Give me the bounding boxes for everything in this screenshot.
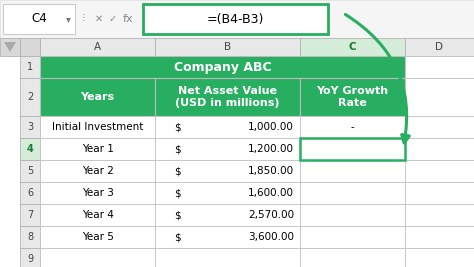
Bar [300,138,405,160]
Bar [155,38,300,56]
Text: 2: 2 [27,92,33,102]
Bar [20,226,40,248]
Polygon shape [0,38,20,56]
Text: 200.00: 200.00 [363,144,399,154]
Bar [300,182,405,204]
Text: Initial Investment: Initial Investment [52,122,143,132]
Text: Years: Years [81,92,115,102]
Bar [155,160,300,182]
Bar [20,204,40,226]
Bar [405,56,474,78]
Text: Company ABC: Company ABC [173,61,271,73]
Bar [155,182,300,204]
Bar [20,116,40,138]
Text: $: $ [173,166,180,176]
Text: 1: 1 [27,62,33,72]
Text: 3: 3 [27,122,33,132]
Bar [20,160,40,182]
Bar [155,204,300,226]
Text: $: $ [173,210,180,220]
Bar [405,78,474,116]
Text: Year 1: Year 1 [82,144,113,154]
Text: 7: 7 [27,210,33,220]
Text: D: D [436,42,444,52]
Bar [40,204,155,226]
Bar [300,204,405,226]
Bar [300,78,405,116]
Text: 6: 6 [27,188,33,198]
Text: A: A [94,42,101,52]
Bar [155,116,300,138]
Text: =(B4-B3): =(B4-B3) [207,13,264,26]
Text: ▾: ▾ [65,14,71,24]
Bar [300,248,405,267]
Bar [405,248,474,267]
Bar [405,138,474,160]
Bar [155,248,300,267]
Text: 1,200.00: 1,200.00 [248,144,294,154]
Bar [20,182,40,204]
Bar [20,248,40,267]
Bar [405,204,474,226]
Text: -: - [351,122,355,132]
Bar [155,78,300,116]
Text: 1,850.00: 1,850.00 [248,166,294,176]
Bar [40,160,155,182]
Bar [155,226,300,248]
Text: 2,570.00: 2,570.00 [248,210,294,220]
Bar [300,38,405,56]
Text: Year 4: Year 4 [82,210,113,220]
Text: ✕: ✕ [95,14,103,24]
Bar [40,226,155,248]
Bar [405,182,474,204]
Bar [300,160,405,182]
Text: C4: C4 [31,13,47,26]
Text: $: $ [315,144,321,154]
Bar [20,138,40,160]
Bar [40,38,155,56]
Text: 1,000.00: 1,000.00 [248,122,294,132]
Bar [40,248,155,267]
Bar [20,56,40,78]
Bar [40,138,155,160]
Text: $: $ [173,188,180,198]
Text: 1,600.00: 1,600.00 [248,188,294,198]
Text: fx: fx [123,14,133,24]
Text: 5: 5 [27,166,33,176]
Bar [40,78,155,116]
Text: Year 3: Year 3 [82,188,113,198]
Bar [143,4,328,34]
Bar [155,138,300,160]
Bar [405,160,474,182]
Text: 8: 8 [27,232,33,242]
Text: Year 2: Year 2 [82,166,113,176]
Bar [405,116,474,138]
Text: $: $ [173,122,180,132]
Text: B: B [224,42,231,52]
Text: YoY Growth
Rate: YoY Growth Rate [317,86,389,108]
Bar [20,38,40,56]
Text: ⁝: ⁝ [82,14,86,24]
Bar [40,182,155,204]
Bar [3,4,75,34]
Bar [0,0,474,38]
Bar [405,38,474,56]
Text: $: $ [173,144,180,154]
Bar [40,116,155,138]
Bar [300,116,405,138]
Text: ✓: ✓ [109,14,117,24]
Text: $: $ [173,232,180,242]
Bar [405,226,474,248]
Text: Year 5: Year 5 [82,232,113,242]
Bar [20,78,40,116]
Polygon shape [4,42,16,52]
Bar [300,226,405,248]
Text: 3,600.00: 3,600.00 [248,232,294,242]
Text: Net Asset Value
(USD in millions): Net Asset Value (USD in millions) [175,86,280,108]
Text: 4: 4 [27,144,33,154]
Bar [40,56,405,78]
Text: C: C [349,42,356,52]
Text: 9: 9 [27,254,33,264]
